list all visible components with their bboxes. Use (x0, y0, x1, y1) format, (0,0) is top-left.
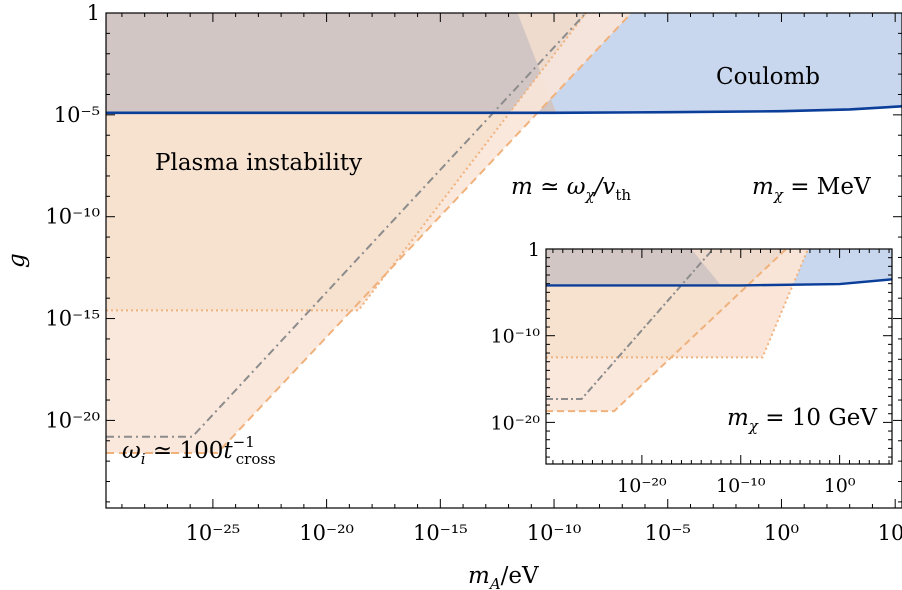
main-plot-frame (105, 12, 902, 509)
x-axis-label: mA/eV (468, 563, 539, 590)
x-tick-label: 10⁻¹⁵ (413, 521, 468, 545)
y-tick-label: 10⁻⁵ (54, 103, 100, 127)
y-axis-label: g (4, 253, 30, 268)
x-tick-label: 10⁻²⁰ (617, 475, 667, 497)
inset-dashed-line (546, 249, 787, 413)
y-tick-label: 1 (528, 239, 540, 261)
y-tick-label: 1 (87, 1, 100, 25)
y-tick-label: 10⁻²⁰ (491, 412, 541, 434)
grey-dashdot-line (106, 13, 587, 438)
inset-dm-mass-annotation: mχ = 10 GeV (727, 405, 877, 435)
coulomb-label: Coulomb (716, 64, 820, 90)
x-tick-label: 10⁰ (824, 475, 856, 497)
plasma-edge-band (106, 13, 632, 453)
x-tick-label: 10⁻²⁰ (299, 521, 354, 545)
inset-overlap-region (546, 249, 721, 286)
x-tick-label: 10⁻⁵ (645, 521, 691, 545)
inset-y-axis-ticks: 1 10⁻¹⁰ 10⁻²⁰ (491, 239, 892, 458)
y-tick-label: 10⁻¹⁵ (45, 307, 100, 331)
inset-plasma-edge-band (546, 249, 808, 412)
x-tick-label: 10⁰ (764, 521, 799, 545)
excluded-overlap-region (106, 13, 557, 113)
inset-coulomb-line (546, 278, 892, 287)
inset-dotted-line (546, 249, 809, 359)
y-tick-label: 10⁻¹⁰ (45, 205, 100, 229)
x-tick-label: 10⁻¹⁰ (716, 475, 766, 497)
inset-x-axis-ticks: 10⁻²⁰ 10⁻¹⁰ 10⁰ (552, 249, 890, 497)
x-tick-label: 10⁻¹⁰ (527, 521, 582, 545)
x-tick-label: 10⁻²⁵ (186, 521, 241, 545)
inset-plot: 10⁻²⁰ 10⁻¹⁰ 10⁰ 1 10⁻¹⁰ 10⁻²⁰ mχ = 10 GeV (491, 239, 893, 497)
plasma-edge-dashed-line (106, 13, 633, 454)
rate-annotation: ωi ≃ 100t−1 cross (122, 433, 276, 468)
main-y-axis-ticks: 1 10⁻⁵ 10⁻¹⁰ 10⁻¹⁵ 10⁻²⁰ (45, 1, 902, 503)
inset-frame (545, 248, 893, 465)
x-tick-label: 10⁵ (878, 521, 902, 545)
main-plot: 10⁻²⁵ 10⁻²⁰ 10⁻¹⁵ 10⁻¹⁰ 10⁻⁵ 10⁰ 10⁵ 1 10⁻⁵ 10⁻¹… (4, 1, 902, 590)
inset-dashdot-line (546, 249, 714, 400)
plasma-instability-label: Plasma instability (155, 150, 362, 176)
coulomb-boundary-line (106, 105, 902, 115)
y-tick-label: 10⁻¹⁰ (491, 326, 541, 348)
main-x-axis-ticks: 10⁻²⁵ 10⁻²⁰ 10⁻¹⁵ 10⁻¹⁰ 10⁻⁵ 10⁰ 10⁵ (121, 13, 902, 545)
y-tick-label: 10⁻²⁰ (45, 408, 100, 432)
mass-condition-annotation: m ≃ ωχ/vth (511, 174, 631, 204)
dm-mass-annotation: mχ = MeV (752, 174, 871, 204)
